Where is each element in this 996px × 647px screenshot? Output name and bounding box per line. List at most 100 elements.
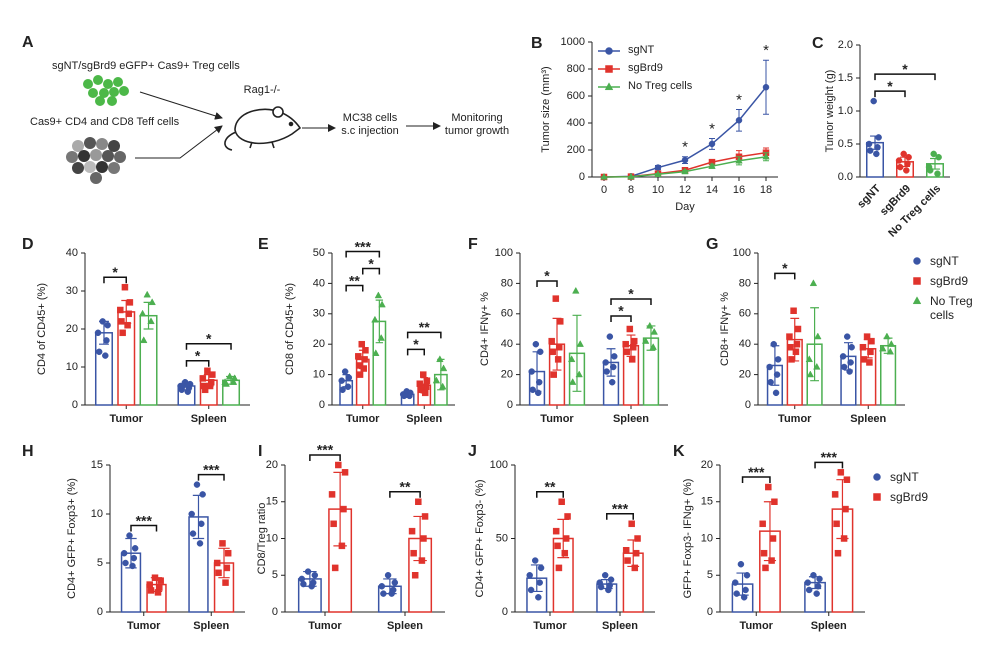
panel-letter: A (22, 34, 34, 51)
y-tick-label: 30 (313, 308, 325, 320)
error-bar (552, 317, 562, 371)
host-label: Rag1-/- (244, 84, 281, 96)
data-point (527, 586, 535, 594)
significance-bracket (536, 491, 564, 498)
significance-label: ** (419, 319, 430, 335)
data-point (786, 333, 793, 340)
data-point (356, 371, 364, 378)
legend-label: No Treg cells (628, 80, 693, 92)
data-point (154, 589, 162, 596)
arrow (139, 91, 223, 120)
legend-item: No Treg cells (912, 294, 996, 322)
error-bar (383, 578, 397, 595)
data-point (147, 587, 155, 594)
x-tick-label: Tumor (308, 620, 342, 632)
data-point (143, 290, 151, 298)
legend-swatch (913, 277, 921, 285)
data-point (765, 483, 772, 491)
data-point (552, 527, 560, 535)
data-point (611, 353, 618, 360)
data-point (567, 355, 576, 363)
error-bar (143, 301, 154, 330)
significance-bracket (874, 73, 936, 81)
data-point (117, 306, 124, 314)
y-tick-label: 10 (266, 532, 278, 544)
data-point (126, 299, 134, 306)
data-point (628, 356, 636, 363)
x-tick-label: 14 (706, 184, 718, 196)
data-point (557, 318, 564, 325)
data-point (340, 505, 347, 513)
data-point (930, 150, 937, 158)
data-point (601, 572, 609, 579)
data-point (121, 283, 129, 291)
data-point (157, 577, 164, 584)
data-point (839, 353, 847, 360)
error-bar (836, 479, 849, 540)
data-point (762, 564, 769, 572)
data-point (355, 353, 362, 360)
data-point (361, 356, 368, 363)
data-point (300, 580, 307, 588)
error-bar (359, 349, 367, 370)
y-tick-label: 10 (701, 532, 713, 544)
x-tick-label: Tumor (127, 620, 161, 632)
y-tick-label: 20 (739, 369, 751, 381)
data-point (198, 520, 205, 528)
significance-label: *** (317, 442, 334, 458)
y-tick-label: 40 (739, 338, 751, 350)
legend: sgNT sgBrd9 (872, 470, 956, 510)
data-point (179, 382, 187, 390)
x-tick-label: Tumor (540, 413, 574, 425)
y-tick-label: 5 (707, 569, 713, 581)
data-point (597, 583, 605, 591)
y-tick-label: 40 (501, 338, 513, 350)
data-point (550, 371, 557, 378)
data-point (372, 349, 380, 356)
significance-label: ** (400, 478, 411, 494)
legend-label: sgBrd9 (890, 490, 929, 504)
error-bar (342, 374, 350, 388)
legend-item: sgBrd9 (598, 62, 692, 74)
x-tick-label: Spleen (811, 620, 847, 632)
data-point (762, 152, 770, 160)
data-point (866, 359, 873, 366)
data-point (558, 498, 565, 505)
y-tick-label: 400 (567, 117, 585, 129)
data-point (118, 318, 125, 325)
data-point (602, 359, 609, 366)
data-point (531, 557, 539, 564)
data-point (311, 572, 319, 579)
data-point (420, 371, 427, 378)
y-tick-label: 0.0 (838, 171, 853, 183)
legend-item: No Treg cells (598, 80, 692, 92)
data-point (708, 162, 716, 169)
data-point (737, 560, 745, 568)
data-point (572, 286, 580, 294)
data-point (842, 505, 849, 513)
significance-label: * (902, 61, 908, 77)
x-tick-label: Tumor (740, 620, 774, 632)
legend-item: sgBrd9 (912, 274, 996, 288)
data-point (735, 117, 743, 124)
significance-label: * (413, 336, 419, 352)
data-point (606, 333, 614, 340)
data-point (913, 277, 921, 285)
y-tick-label: 0 (319, 399, 325, 411)
data-point (549, 348, 556, 356)
legend-item: sgNT (598, 44, 692, 56)
error-bar (790, 317, 800, 362)
legend-label: sgBrd9 (930, 274, 969, 288)
panel-letter: G (706, 236, 718, 253)
data-point (224, 549, 232, 557)
data-point (626, 325, 634, 333)
data-point (629, 343, 637, 351)
panel-letter: B (531, 35, 543, 52)
data-point (787, 343, 794, 351)
significance-label: *** (136, 512, 153, 528)
error-bar (626, 334, 636, 357)
data-point (866, 147, 874, 154)
data-point (528, 368, 535, 375)
